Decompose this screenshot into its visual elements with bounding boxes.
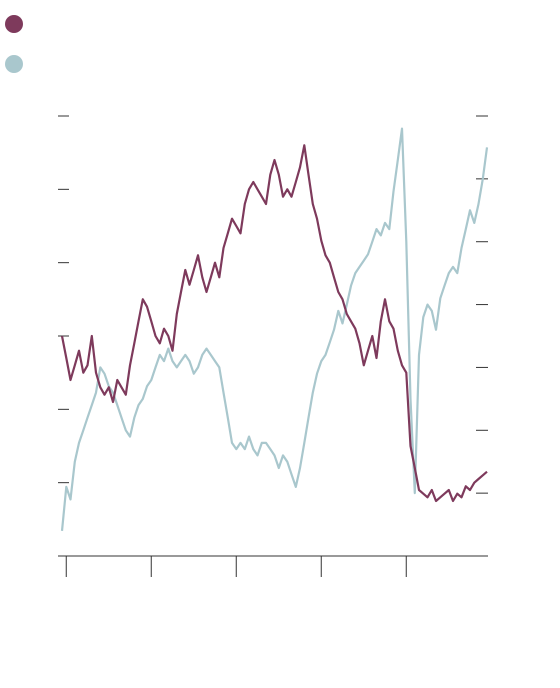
x-axis-ticks <box>65 556 407 577</box>
legend-swatch-series-1 <box>5 15 23 33</box>
legend <box>5 15 23 73</box>
series-line-1 <box>60 144 488 503</box>
y-axis-left-ticks <box>58 115 69 484</box>
y-axis-right-ticks <box>476 115 488 494</box>
series-line-2 <box>60 127 489 532</box>
series-group <box>60 127 489 532</box>
x-axis <box>58 555 488 577</box>
legend-swatch-series-2 <box>5 55 23 73</box>
